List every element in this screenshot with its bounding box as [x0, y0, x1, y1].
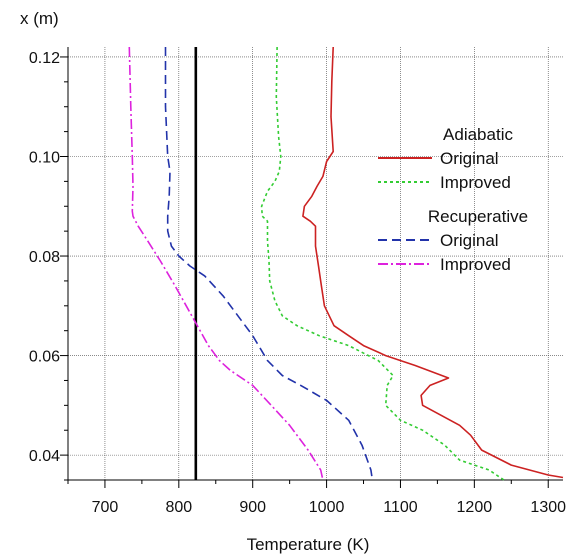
y-tick-label: 0.04 — [29, 448, 60, 465]
y-tick-label: 0.10 — [29, 149, 60, 166]
x-tick-label: 1000 — [309, 499, 345, 516]
series-line-adiabatic-original — [302, 46, 564, 479]
series-layer — [128, 46, 564, 481]
legend-label: Original — [440, 231, 499, 250]
ticks-layer: 700 800 900 1000 1100 1200 1300 0.04 0.06 0.08 0.1… — [29, 50, 566, 516]
y-tick-label: 0.06 — [29, 349, 60, 366]
series-line-recuperative-improved — [128, 46, 324, 481]
x-tick-label: 1200 — [457, 499, 493, 516]
series-line-adiabatic-improved — [260, 46, 505, 481]
legend-group-title: Recuperative — [428, 207, 528, 226]
x-axis-title: Temperature (K) — [247, 535, 370, 554]
y-axis-title: x (m) — [20, 9, 59, 28]
legend: Adiabatic Original Improved Recuperative Ori… — [378, 125, 528, 274]
x-tick-label: 800 — [165, 499, 192, 516]
legend-label: Original — [440, 149, 499, 168]
legend-label: Improved — [440, 255, 511, 274]
y-tick-label: 0.12 — [29, 50, 60, 67]
x-tick-label: 1300 — [530, 499, 566, 516]
x-tick-label: 900 — [239, 499, 266, 516]
legend-group-title: Adiabatic — [443, 125, 513, 144]
series-line-recuperative-original — [164, 47, 374, 481]
x-tick-label: 700 — [92, 499, 119, 516]
x-tick-label: 1100 — [383, 499, 418, 516]
frame-layer — [67, 47, 563, 481]
legend-label: Improved — [440, 173, 511, 192]
y-tick-label: 0.08 — [29, 249, 60, 266]
